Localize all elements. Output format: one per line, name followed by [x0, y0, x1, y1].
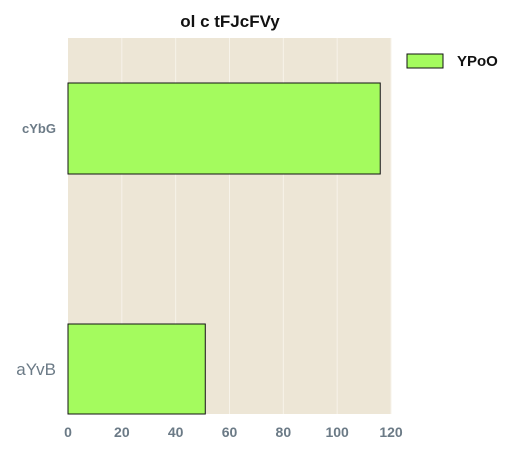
- legend: YPoO: [406, 53, 498, 70]
- x-tick-label-100: 100: [325, 424, 349, 440]
- x-tick-label-0: 0: [64, 424, 72, 440]
- legend-label: YPoO: [457, 53, 498, 70]
- category-label-cYbG: cYbG: [22, 121, 56, 136]
- bar-cYbG: [67, 82, 381, 175]
- x-tick-label-120: 120: [379, 424, 403, 440]
- category-label-aYvB: aYvB: [16, 360, 56, 379]
- bars: [67, 82, 381, 415]
- legend-swatch: [406, 53, 444, 69]
- x-axis-ticks: 0 20 40 60 80 100 120: [64, 424, 403, 440]
- x-tick-label-60: 60: [222, 424, 238, 440]
- chart-title: ol c tFJcFVy: [180, 12, 280, 31]
- x-tick-label-40: 40: [168, 424, 184, 440]
- x-tick-label-80: 80: [276, 424, 292, 440]
- bar-aYvB: [67, 323, 206, 415]
- x-tick-label-20: 20: [114, 424, 130, 440]
